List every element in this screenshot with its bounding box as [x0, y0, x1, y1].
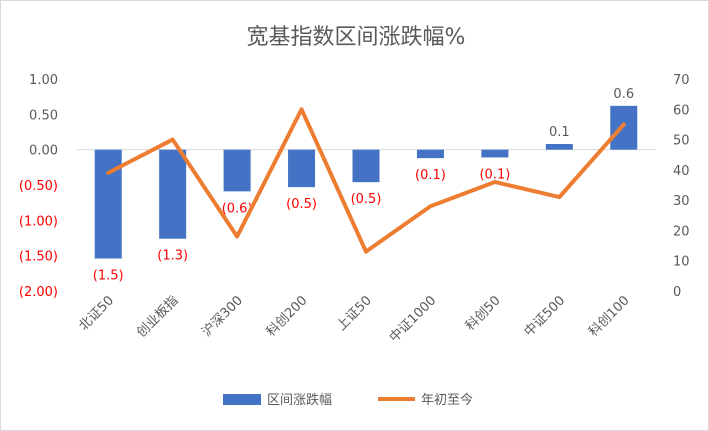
- category-label: 创业板指: [134, 293, 181, 340]
- right-tick-label: 30: [673, 194, 690, 209]
- chart-title: 宽基指数区间涨跌幅%: [247, 25, 466, 50]
- category-label: 科创100: [586, 293, 633, 340]
- bar-data-labels: (1.5) (1.3) (0.6) (0.5) (0.5) (0.1) (0.1) 0.1 0.…: [93, 87, 634, 284]
- bar: [545, 144, 573, 150]
- legend-line-label: 年初至今: [421, 392, 473, 408]
- left-tick-label: 0.50: [29, 108, 58, 123]
- left-tick-label: 0.00: [29, 144, 58, 159]
- bar-data-label: (1.3): [157, 249, 188, 264]
- left-tick-label: 1.00: [29, 73, 58, 88]
- right-axis: 70 60 50 40 30 20 10 0: [673, 73, 690, 300]
- bar-data-label: 0.6: [613, 87, 634, 102]
- category-label: 中证500: [522, 293, 569, 340]
- bar-data-label: (0.1): [479, 167, 510, 182]
- right-tick-label: 0: [673, 285, 681, 300]
- bar-series: [94, 105, 638, 259]
- bar-data-label: (0.5): [286, 197, 317, 212]
- category-label: 中证1000: [387, 293, 439, 345]
- bar: [416, 149, 444, 159]
- left-tick-label: (1.50): [19, 250, 58, 265]
- bar-data-label: (0.6): [222, 201, 253, 216]
- right-tick-label: 10: [673, 255, 690, 270]
- right-tick-label: 70: [673, 73, 690, 88]
- left-tick-label: (1.00): [19, 214, 58, 229]
- category-label: 科创200: [264, 293, 311, 340]
- line-series: [106, 107, 626, 254]
- category-label: 北证50: [76, 293, 117, 334]
- bar-data-label: (0.1): [415, 168, 446, 183]
- bar: [352, 149, 380, 183]
- bar-data-label: 0.1: [549, 125, 570, 140]
- category-label: 科创50: [463, 293, 504, 334]
- category-label: 沪深300: [199, 293, 246, 340]
- bar-data-label: (1.5): [93, 268, 124, 283]
- right-tick-label: 20: [673, 224, 690, 239]
- bar: [223, 149, 251, 192]
- legend-bar-swatch: [223, 394, 261, 405]
- bar: [288, 149, 316, 188]
- bar-data-label: (0.5): [351, 192, 382, 207]
- category-axis: 北证50 创业板指 沪深300 科创200 上证50 中证1000 科创50 中证500 科创1…: [76, 293, 632, 346]
- legend: 区间涨跌幅 年初至今: [223, 392, 473, 408]
- category-label: 上证50: [334, 293, 375, 334]
- bar: [481, 149, 509, 158]
- left-tick-label: (2.00): [19, 285, 58, 300]
- left-axis: 1.00 0.50 0.00 (0.50) (1.00) (1.50) (2.00): [19, 73, 58, 300]
- left-tick-label: (0.50): [19, 179, 58, 194]
- right-tick-label: 60: [673, 103, 690, 118]
- right-tick-label: 40: [673, 164, 690, 179]
- bar: [610, 105, 638, 150]
- right-tick-label: 50: [673, 134, 690, 149]
- legend-bar-label: 区间涨跌幅: [267, 392, 332, 408]
- bar: [159, 149, 187, 239]
